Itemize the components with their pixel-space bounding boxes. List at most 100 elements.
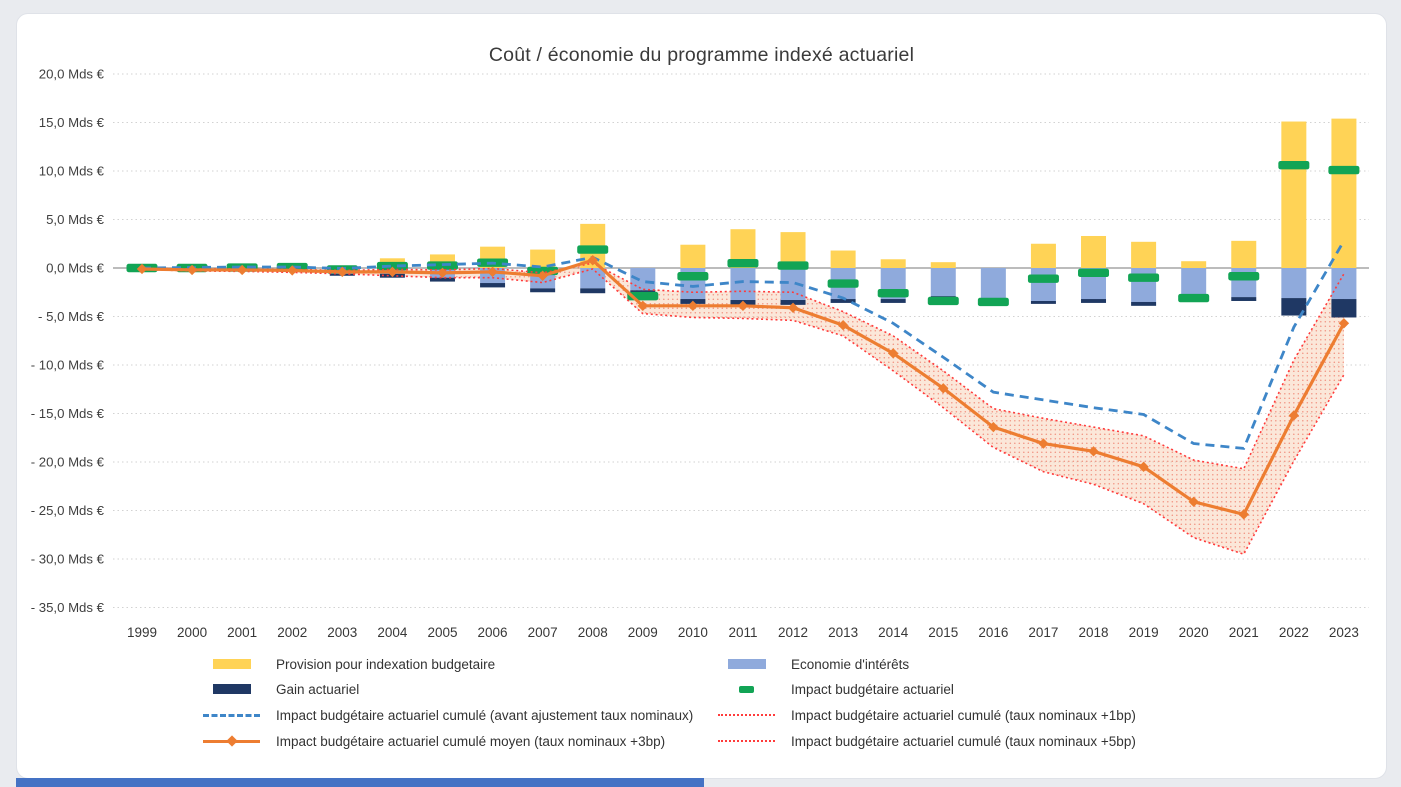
legend-item-impact: Impact budgétaire actuariel <box>718 679 954 699</box>
bar-economie-2015 <box>930 268 956 297</box>
diamond-marker-icon <box>1238 509 1249 520</box>
x-axis-tick-label: 2023 <box>1329 625 1359 640</box>
marker-impact-2013 <box>827 279 859 288</box>
y-axis-tick-label: - 35,0 Mds € <box>31 600 105 615</box>
x-axis-tick-label: 2012 <box>778 625 808 640</box>
bar-provision-2010 <box>680 244 706 268</box>
marker-impact-2012 <box>777 261 809 270</box>
diamond-marker-icon <box>186 264 198 276</box>
bar-gain-2006 <box>480 283 506 288</box>
legend-label: Impact budgétaire actuariel cumulé (taux… <box>791 733 1136 749</box>
chart-svg: 20,0 Mds € 15,0 Mds € 10,0 Mds € 5,0 Mds € 0… <box>31 67 1369 640</box>
diamond-marker-icon <box>136 263 148 275</box>
x-axis-tick-label: 2017 <box>1028 625 1058 640</box>
y-axis-tick-label: 10,0 Mds € <box>39 164 105 179</box>
diamond-marker-icon <box>537 270 548 281</box>
bar-provision-2013 <box>830 250 856 268</box>
legend-item-cumule-1bp: Impact budgétaire actuariel cumulé (taux… <box>718 705 1136 725</box>
legend-label: Impact budgétaire actuariel cumulé (avan… <box>276 707 694 723</box>
diamond-marker-icon <box>888 348 899 359</box>
diamond-marker-icon <box>437 267 448 279</box>
slide-accent-bar <box>16 778 704 787</box>
diamond-marker-icon <box>387 266 398 278</box>
x-axis-tick-label: 2002 <box>277 625 307 640</box>
y-axis-tick-label: - 5,0 Mds € <box>38 309 105 324</box>
legend-item-cumule-avant: Impact budgétaire actuariel cumulé (avan… <box>203 705 693 725</box>
diamond-marker-icon <box>225 735 238 747</box>
marker-impact-2004 <box>376 261 408 271</box>
marker-impact-2015 <box>927 296 959 306</box>
x-axis-tick-label: 2019 <box>1129 625 1159 640</box>
legend-label: Impact budgétaire actuariel cumulé (taux… <box>791 707 1136 723</box>
x-axis-tick-label: 2004 <box>377 625 408 640</box>
marker-impact-2023 <box>1328 165 1360 175</box>
x-axis-tick-label: 2009 <box>628 625 658 640</box>
y-axis-tick-label: 20,0 Mds € <box>39 67 105 82</box>
provision-swatch <box>203 657 260 671</box>
x-axis-tick-label: 1999 <box>127 625 157 640</box>
diamond-marker-icon <box>337 266 348 278</box>
x-axis-labels: 1999 2000 2001 2002 2003 2004 2005 2006 2007 2008… <box>127 625 1359 640</box>
x-axis-tick-label: 2022 <box>1279 625 1309 640</box>
diamond-marker-icon <box>1338 318 1350 329</box>
bar-economie-2008 <box>580 268 606 289</box>
y-axis-tick-label: 5,0 Mds € <box>46 212 105 227</box>
economie-swatch <box>718 657 775 671</box>
bar-gain-2008 <box>580 288 606 294</box>
dotted-line-swatch <box>718 734 775 748</box>
bar-gain-2007 <box>530 288 556 293</box>
diamond-marker-icon <box>637 300 648 312</box>
bar-economie-2019 <box>1131 268 1157 302</box>
legend-item-gain: Gain actuariel <box>203 679 359 699</box>
band-1bp-5bp <box>142 263 1344 555</box>
bar-economie-2022 <box>1281 268 1307 299</box>
legend-item-economie: Economie d'intérêts <box>718 654 909 674</box>
diamond-marker-icon <box>1038 438 1049 449</box>
marker-impact-2018 <box>1078 268 1110 278</box>
chart-title: Coût / économie du programme indexé actu… <box>488 44 915 66</box>
y-axis-tick-label: 0,0 Mds € <box>46 261 105 276</box>
x-axis-tick-label: 2008 <box>578 625 608 640</box>
marker-impact-2021 <box>1228 272 1260 281</box>
marker-impact-2020 <box>1178 293 1210 303</box>
series-economie <box>129 268 1357 302</box>
x-axis-tick-label: 2003 <box>327 625 357 640</box>
orange-line-swatch <box>203 734 260 748</box>
bar-provision-2017 <box>1030 243 1056 268</box>
legend-label: Impact budgétaire actuariel cumulé moyen… <box>276 733 666 749</box>
bar-provision-2014 <box>880 259 906 268</box>
diamond-marker-icon <box>1088 446 1099 457</box>
bar-provision-2022 <box>1281 121 1307 268</box>
diamond-marker-icon <box>938 383 949 394</box>
bar-economie-2011 <box>730 268 756 301</box>
x-axis-tick-label: 2001 <box>227 625 257 640</box>
bar-gain-2018 <box>1081 299 1107 303</box>
bar-gain-2019 <box>1131 301 1157 306</box>
marker-impact-2010 <box>677 272 709 281</box>
legend-label: Provision pour indexation budgetaire <box>276 656 496 672</box>
x-axis-tick-label: 2013 <box>828 625 858 640</box>
x-axis-tick-label: 2010 <box>678 625 708 640</box>
diamond-marker-icon <box>287 265 298 276</box>
diamond-marker-icon <box>236 264 248 276</box>
bar-provision-2018 <box>1081 235 1107 268</box>
dotted-line-swatch <box>718 708 775 722</box>
bar-gain-2012 <box>780 300 806 305</box>
y-axis-tick-label: - 25,0 Mds € <box>31 503 105 518</box>
diamond-marker-icon <box>787 302 799 313</box>
y-axis-tick-label: 15,0 Mds € <box>39 115 105 130</box>
line-cumule-5bp <box>141 268 1345 556</box>
bar-economie-2023 <box>1331 268 1357 300</box>
x-axis-tick-label: 2014 <box>878 625 909 640</box>
x-axis-tick-label: 2005 <box>427 625 457 640</box>
chart-card: Coût / économie du programme indexé actu… <box>16 13 1387 779</box>
marker-impact-2022 <box>1278 160 1310 170</box>
bar-provision-2015 <box>930 262 956 268</box>
series-provision <box>279 118 1357 269</box>
x-axis-tick-label: 2021 <box>1229 625 1259 640</box>
legend-item-provision: Provision pour indexation budgetaire <box>203 654 495 674</box>
impact-marker-swatch <box>718 682 775 696</box>
marker-impact-2011 <box>727 258 759 268</box>
legend-item-cumule-5bp: Impact budgétaire actuariel cumulé (taux… <box>718 731 1136 751</box>
bar-gain-2014 <box>880 299 906 303</box>
